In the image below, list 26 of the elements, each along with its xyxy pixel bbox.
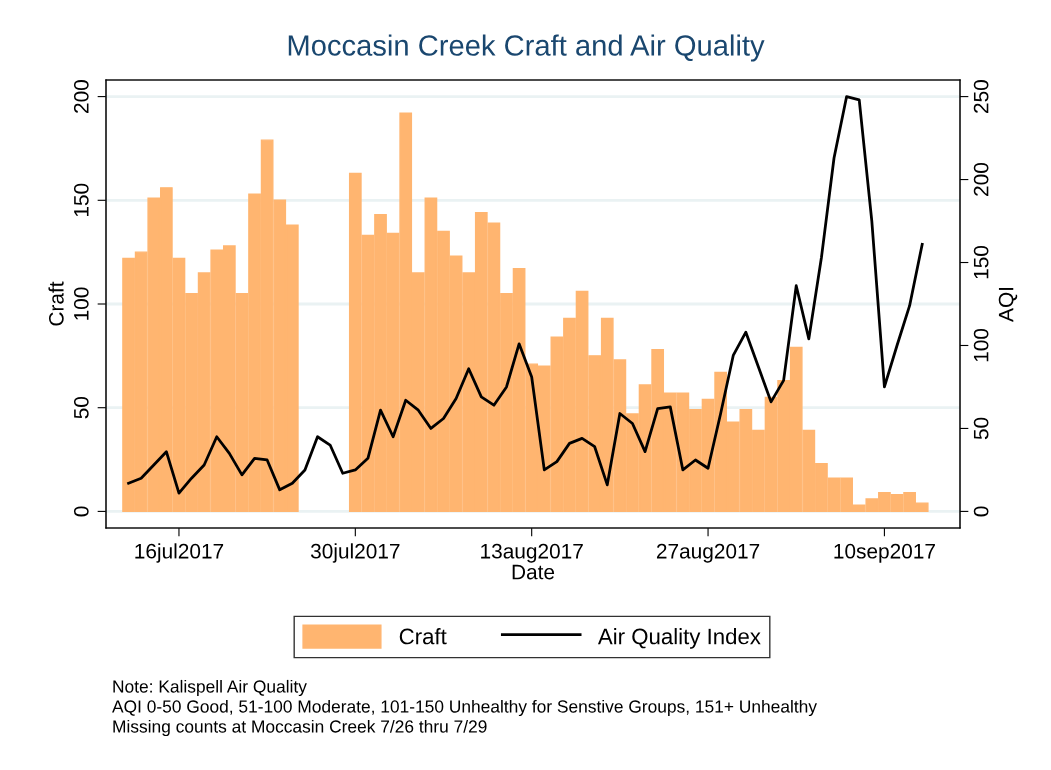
y2-tick-label: 250 xyxy=(973,80,989,113)
text: Missing counts at Moccasin Creek 7/26 thru 7/29 xyxy=(113,719,487,737)
y2-tick-label: 0 xyxy=(973,506,989,517)
x-tick-label: 30jul2017 xyxy=(310,543,400,563)
y-tick-label: 150 xyxy=(73,183,89,217)
y2-axis-title: AQI xyxy=(998,287,1018,322)
x-tick-label: 13aug2017 xyxy=(481,543,583,563)
y-tick-label: 50 xyxy=(73,396,89,419)
text: Note: Kalispell Air Quality xyxy=(113,679,307,697)
x-tick-label: 16jul2017 xyxy=(135,543,224,563)
x-axis-title: Date xyxy=(512,564,555,580)
y-tick-label: 0 xyxy=(73,506,89,517)
y2-tick-label: 200 xyxy=(973,162,989,196)
y-tick-label: 100 xyxy=(73,287,89,320)
text: AQI 0-50 Good, 51-100 Moderate, 101-150 Unhealthy for Senstive Groups, 151+ Unhealthy xyxy=(112,699,817,717)
y2-tick-label: 100 xyxy=(973,328,989,362)
y-tick-label: 200 xyxy=(73,80,89,113)
chart-title: Moccasin Creek Craft and Air Quality xyxy=(288,34,765,62)
y2-tick-label: 150 xyxy=(973,245,989,279)
y-axis-title: Craft xyxy=(48,281,64,326)
y2-tick-label: 50 xyxy=(973,417,989,440)
line-series xyxy=(127,95,924,495)
legend-label: Craft xyxy=(399,628,447,645)
x-tick-label: 27aug2017 xyxy=(656,543,760,563)
x-tick-label: 10sep2017 xyxy=(834,543,935,563)
legend-label: Air Quality Index xyxy=(597,628,761,649)
